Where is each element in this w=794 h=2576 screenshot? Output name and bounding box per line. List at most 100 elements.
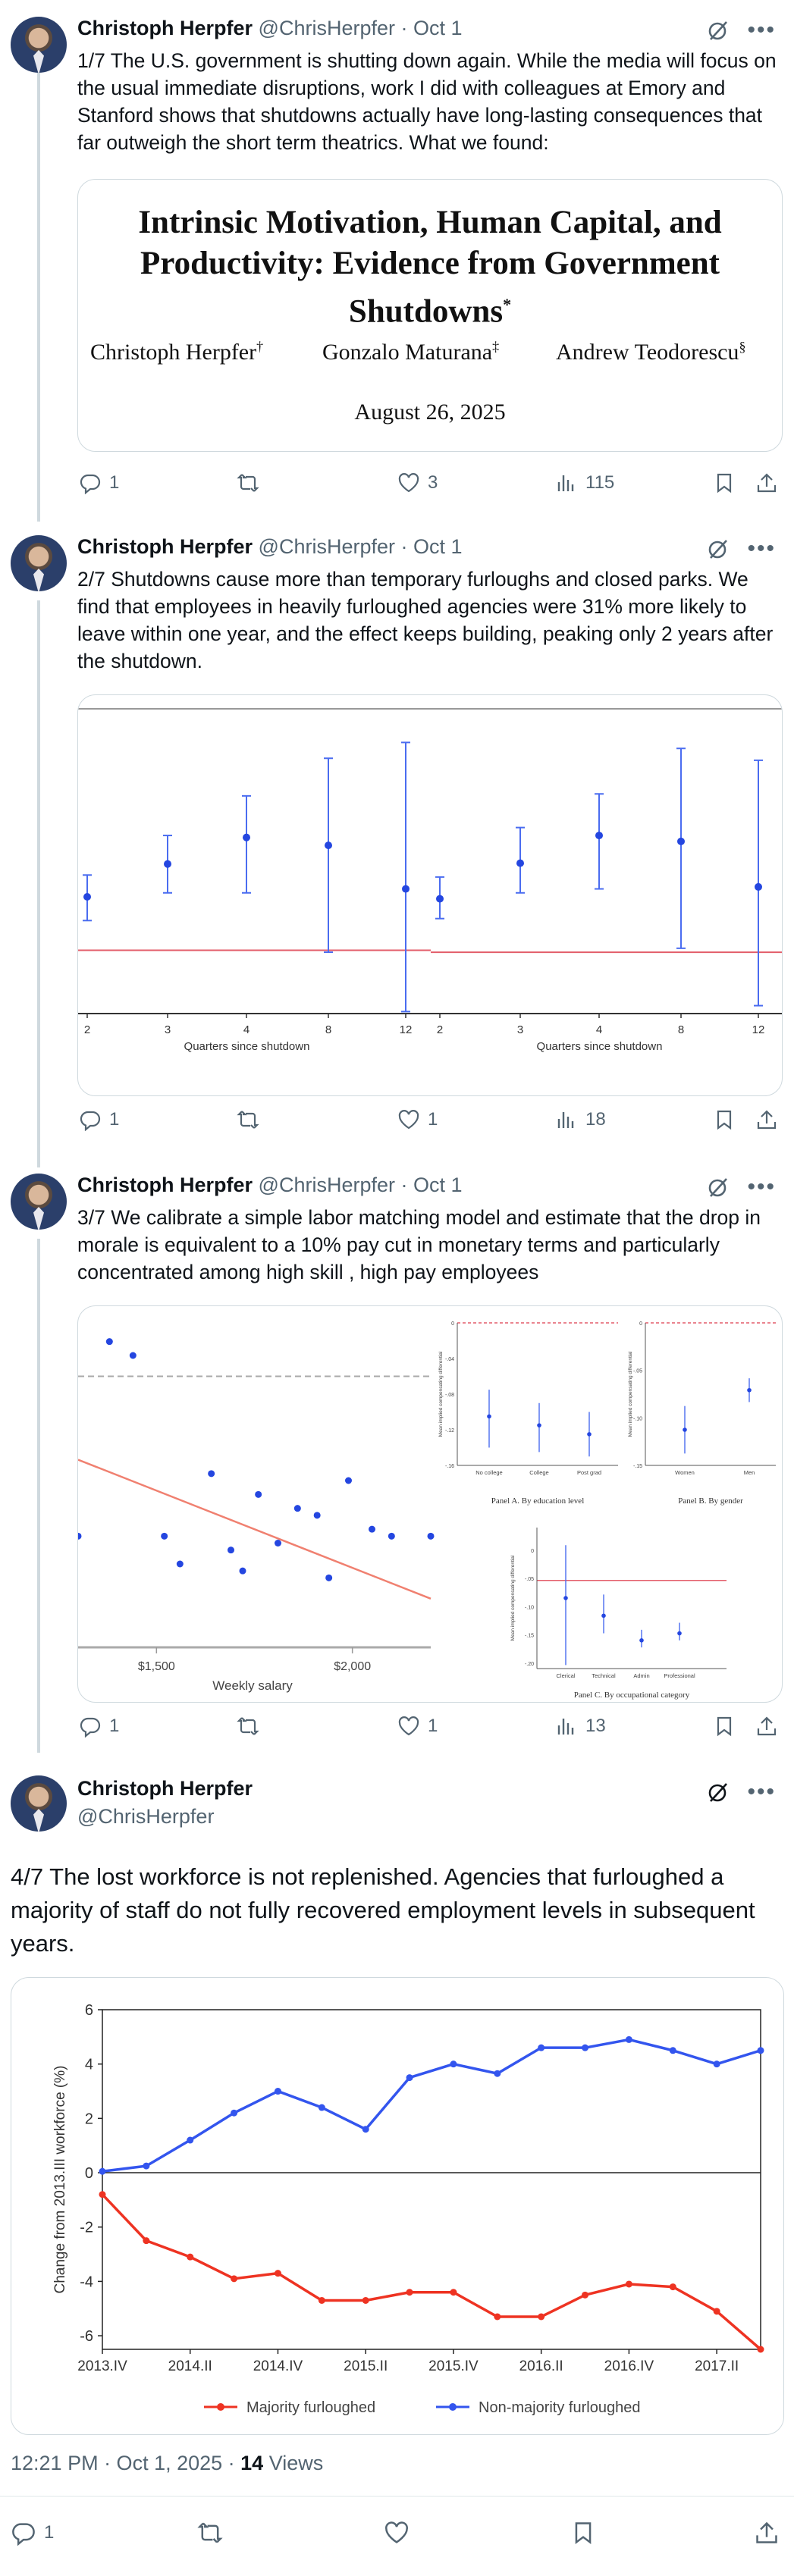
like-button[interactable] — [384, 2520, 410, 2546]
series-point — [99, 2191, 106, 2198]
author-name[interactable]: Christoph Herpfer — [77, 1174, 253, 1196]
series-point — [713, 2308, 720, 2315]
reply-count: 1 — [44, 2522, 55, 2543]
series-point — [362, 2126, 369, 2133]
author-handle[interactable]: @ChrisHerpfer — [258, 1174, 395, 1196]
data-point — [83, 892, 91, 901]
header-icons: ••• — [706, 1780, 776, 1804]
avatar[interactable] — [11, 1174, 67, 1230]
more-icon[interactable]: ••• — [747, 1174, 776, 1199]
chart-card[interactable]: $1,500 $2,000 Weekly salary 0 -.04 -.08 -.12 -… — [77, 1305, 783, 1703]
footnote-mark: * — [503, 295, 512, 314]
event-study-chart-left: 2 3 4 8 12 Quarters since shutdown — [78, 708, 431, 1053]
series-point — [625, 2035, 632, 2043]
post-1[interactable]: Christoph Herpfer @ChrisHerpfer · Oct 1 … — [0, 0, 794, 523]
repost-icon — [237, 474, 259, 492]
series-point — [713, 2060, 720, 2068]
author-handle[interactable]: @ChrisHerpfer — [258, 535, 395, 558]
header-icons: ••• — [706, 1175, 776, 1199]
reply-button[interactable]: 1 — [79, 1715, 119, 1738]
separator-dot: · — [400, 1174, 408, 1196]
like-button[interactable]: 3 — [397, 472, 438, 494]
data-point — [208, 1470, 215, 1478]
more-icon[interactable]: ••• — [747, 1779, 776, 1804]
y-tick-label: 0 — [639, 1321, 642, 1327]
y-tick-label: 0 — [451, 1321, 454, 1327]
x-tick-label: 2017.II — [695, 2358, 739, 2374]
grok-icon[interactable] — [706, 537, 730, 561]
chart-card[interactable]: 6 4 2 0 -2 -4 -6 Change from 2013.III workforce… — [11, 1977, 784, 2435]
paper-author-name: Gonzalo Maturana — [322, 340, 493, 365]
y-tick-label: -.10 — [633, 1416, 642, 1421]
data-point — [255, 1490, 262, 1498]
panel-title: Panel B. By gender — [678, 1496, 743, 1506]
data-point — [487, 1414, 491, 1419]
views-icon — [557, 1112, 574, 1128]
views-button[interactable]: 13 — [555, 1715, 606, 1738]
avatar[interactable] — [11, 535, 67, 591]
grok-icon[interactable] — [706, 18, 730, 42]
post-meta: 12:21 PM · Oct 1, 2025 · 14 Views — [11, 2452, 323, 2475]
repost-button[interactable] — [237, 1715, 267, 1738]
grok-icon[interactable] — [706, 1175, 730, 1199]
y-tick-label: 2 — [85, 2111, 93, 2127]
share-button[interactable] — [755, 472, 778, 494]
repost-button[interactable] — [237, 1108, 267, 1131]
avatar[interactable] — [11, 17, 67, 73]
views-button[interactable]: 18 — [555, 1108, 606, 1131]
x-tick-label: Professional — [664, 1672, 695, 1679]
like-count: 3 — [428, 472, 438, 493]
author-handle[interactable]: @ChrisHerpfer — [77, 1805, 215, 1828]
repost-button[interactable] — [197, 2520, 223, 2546]
post-text: 3/7 We calibrate a simple labor matching… — [77, 1206, 761, 1283]
thread-line — [37, 600, 40, 1167]
post-timestamp[interactable]: 12:21 PM · Oct 1, 2025 · — [11, 2452, 241, 2474]
more-icon[interactable]: ••• — [747, 17, 776, 42]
x-tick-label: Clerical — [556, 1672, 575, 1679]
like-button[interactable]: 1 — [397, 1715, 438, 1738]
footnote-mark: ‡ — [492, 339, 500, 354]
post-3[interactable]: Christoph Herpfer @ChrisHerpfer · Oct 1 … — [0, 1166, 794, 1757]
y-tick-label: -.08 — [445, 1393, 454, 1398]
reply-button[interactable]: 1 — [79, 1108, 119, 1131]
bookmark-button[interactable] — [713, 1715, 736, 1738]
post-date[interactable]: Oct 1 — [413, 17, 463, 39]
bookmark-button[interactable] — [570, 2520, 596, 2546]
repost-button[interactable] — [237, 472, 267, 494]
paper-author: Gonzalo Maturana‡ — [322, 339, 499, 365]
data-point — [161, 1532, 168, 1540]
series-point — [143, 2162, 150, 2170]
avatar[interactable] — [11, 1775, 67, 1832]
bookmark-button[interactable] — [713, 472, 736, 494]
repost-icon — [237, 1111, 259, 1129]
author-handle[interactable]: @ChrisHerpfer — [258, 17, 395, 39]
share-button[interactable] — [755, 1108, 778, 1131]
author-name[interactable]: Christoph Herpfer — [77, 1777, 253, 1800]
series-point — [318, 2296, 325, 2304]
y-tick-label: -.10 — [525, 1605, 534, 1610]
chart-card[interactable]: 2 3 4 8 12 Quarters since shutdown 2 3 4 8 12 Quar… — [77, 694, 783, 1096]
like-button[interactable]: 1 — [397, 1108, 438, 1131]
y-tick-label: -.05 — [633, 1369, 642, 1374]
author-name[interactable]: Christoph Herpfer — [77, 535, 253, 558]
share-button[interactable] — [755, 1715, 778, 1738]
paper-title-card[interactable]: Intrinsic Motivation, Human Capital, and… — [77, 179, 783, 452]
share-button[interactable] — [754, 2520, 780, 2546]
post-date[interactable]: Oct 1 — [413, 1174, 463, 1196]
views-button[interactable]: 115 — [555, 472, 614, 494]
grok-icon[interactable] — [706, 1780, 730, 1804]
bookmark-button[interactable] — [713, 1108, 736, 1131]
y-tick-label: -4 — [80, 2274, 93, 2290]
more-icon[interactable]: ••• — [747, 536, 776, 561]
data-point — [595, 832, 603, 840]
post-2[interactable]: Christoph Herpfer @ChrisHerpfer · Oct 1 … — [0, 528, 794, 1164]
series-point — [669, 2283, 676, 2291]
x-tick-label: 2015.II — [344, 2358, 388, 2374]
post-date[interactable]: Oct 1 — [413, 535, 463, 558]
author-name[interactable]: Christoph Herpfer — [77, 17, 253, 39]
reply-button[interactable]: 1 — [11, 2520, 54, 2546]
plot-frame — [102, 2009, 761, 2350]
reply-button[interactable]: 1 — [79, 472, 119, 494]
divider — [0, 2496, 794, 2497]
series-point — [538, 2313, 545, 2321]
